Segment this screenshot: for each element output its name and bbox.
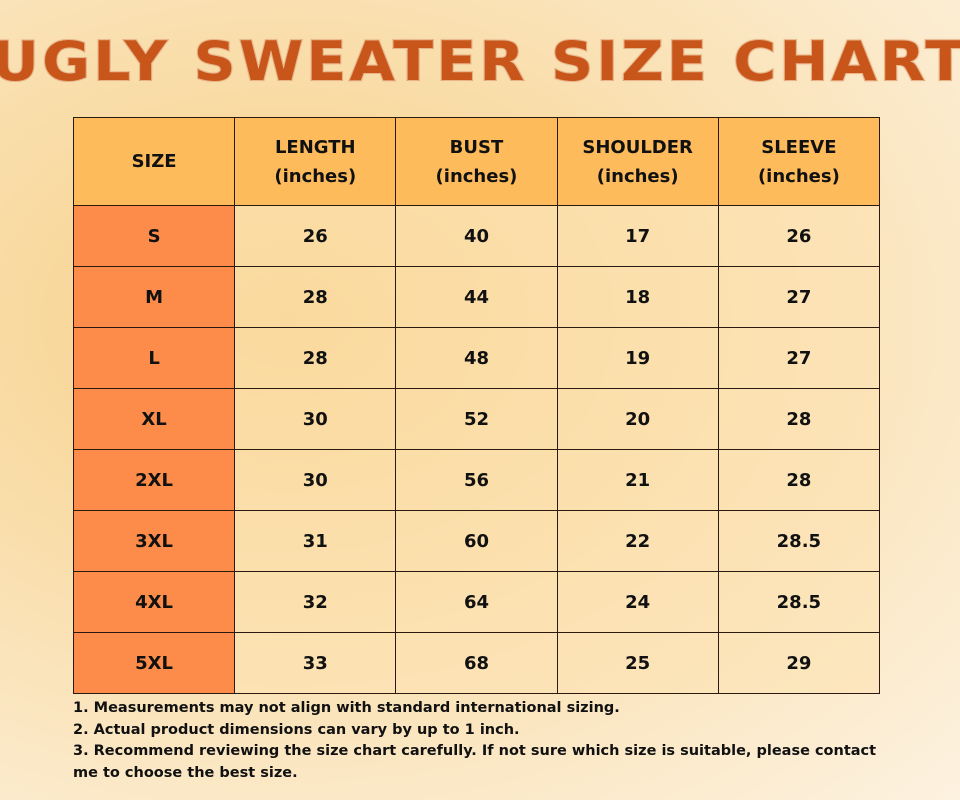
- measurement-cell: 30: [234, 388, 397, 450]
- measurement-cell: 28.5: [717, 510, 881, 572]
- header-label: BUST: [449, 136, 504, 158]
- size-cell: L: [72, 327, 236, 389]
- size-cell: M: [72, 266, 236, 328]
- column-header: SIZE: [72, 117, 236, 206]
- measurement-cell: 29: [717, 632, 881, 694]
- measurement-cell: 48: [395, 327, 558, 389]
- measurement-cell: 17: [556, 205, 719, 267]
- measurement-cell: 27: [717, 266, 881, 328]
- size-cell: 2XL: [72, 449, 236, 511]
- measurement-cell: 28: [234, 266, 397, 328]
- size-cell: S: [72, 205, 236, 267]
- table-row: 4XL 32 64 24 28.5: [72, 571, 881, 633]
- measurement-cell: 44: [395, 266, 558, 328]
- measurement-cell: 28: [234, 327, 397, 389]
- measurement-cell: 40: [395, 205, 558, 267]
- notes: 1. Measurements may not align with stand…: [73, 698, 903, 785]
- table-row: S 26 40 17 26: [72, 205, 881, 267]
- table-row: L 28 48 19 27: [72, 327, 881, 389]
- note-2: 2. Actual product dimensions can vary by…: [73, 721, 520, 738]
- measurement-cell: 26: [717, 205, 881, 267]
- measurement-cell: 68: [395, 632, 558, 694]
- table-row: 2XL 30 56 21 28: [72, 449, 881, 511]
- header-unit: (inches): [596, 165, 679, 187]
- size-cell: 4XL: [72, 571, 236, 633]
- header-label: LENGTH: [274, 136, 356, 158]
- measurement-cell: 60: [395, 510, 558, 572]
- measurement-cell: 26: [234, 205, 397, 267]
- measurement-cell: 25: [556, 632, 719, 694]
- size-cell: XL: [72, 388, 236, 450]
- table-row: M 28 44 18 27: [72, 266, 881, 328]
- measurement-cell: 30: [234, 449, 397, 511]
- measurement-cell: 19: [556, 327, 719, 389]
- measurement-cell: 32: [234, 571, 397, 633]
- measurement-cell: 33: [234, 632, 397, 694]
- column-header: LENGTH (inches): [234, 117, 397, 206]
- measurement-cell: 24: [556, 571, 719, 633]
- size-table: SIZE LENGTH (inches) BUST (inches) SHOULDER (i…: [72, 117, 881, 694]
- size-cell: 5XL: [72, 632, 236, 694]
- column-header: SHOULDER (inches): [556, 117, 719, 206]
- table-row: 3XL 31 60 22 28.5: [72, 510, 881, 572]
- header-unit: (inches): [274, 165, 357, 187]
- table-body: S 26 40 17 26 M 28 44 18 27 L 28 48 19 27 XL 30 52 20 28 2XL…: [72, 205, 881, 694]
- column-header: SLEEVE (inches): [717, 117, 881, 206]
- measurement-cell: 52: [395, 388, 558, 450]
- header-label: SLEEVE: [761, 136, 837, 158]
- measurement-cell: 56: [395, 449, 558, 511]
- measurement-cell: 28.5: [717, 571, 881, 633]
- header-label: SHOULDER: [582, 136, 693, 158]
- measurement-cell: 64: [395, 571, 558, 633]
- chart-title: UGLY SWEATER SIZE CHART: [0, 29, 960, 94]
- header-row: SIZE LENGTH (inches) BUST (inches) SHOULDER (i…: [72, 117, 881, 206]
- size-cell: 3XL: [72, 510, 236, 572]
- note-1: 1. Measurements may not align with stand…: [73, 700, 620, 716]
- header-label: SIZE: [131, 151, 177, 172]
- header-unit: (inches): [435, 165, 518, 187]
- measurement-cell: 22: [556, 510, 719, 572]
- table-row: 5XL 33 68 25 29: [72, 632, 881, 694]
- header-unit: (inches): [757, 165, 840, 187]
- measurement-cell: 27: [717, 327, 881, 389]
- measurement-cell: 21: [556, 449, 719, 511]
- measurement-cell: 18: [556, 266, 719, 328]
- measurement-cell: 31: [234, 510, 397, 572]
- note-3: 3. Recommend reviewing the size chart ca…: [73, 743, 877, 782]
- table-row: XL 30 52 20 28: [72, 388, 881, 450]
- measurement-cell: 28: [717, 449, 881, 511]
- measurement-cell: 20: [556, 388, 719, 450]
- column-header: BUST (inches): [395, 117, 558, 206]
- measurement-cell: 28: [717, 388, 881, 450]
